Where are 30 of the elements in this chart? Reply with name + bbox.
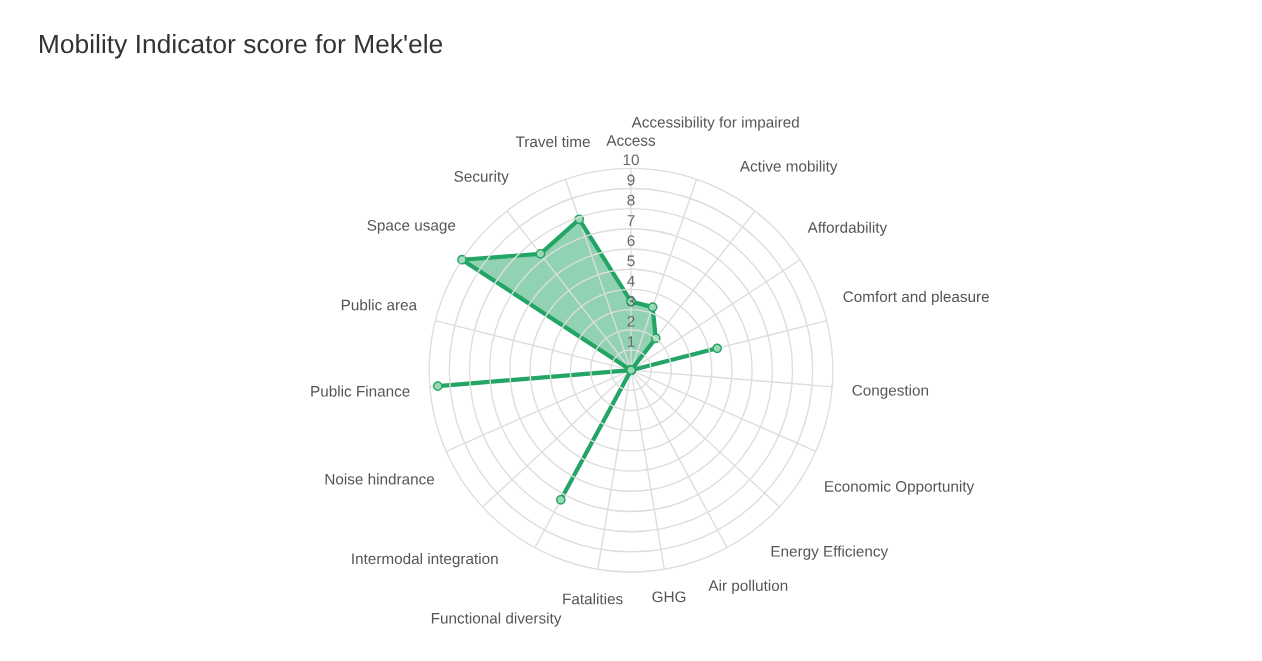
spoke-label: Accessibility for impaired (631, 116, 799, 131)
spoke-label: Active mobility (739, 160, 838, 175)
spoke-label: Noise hindrance (325, 473, 435, 485)
y-tick-label: 2 (627, 315, 635, 327)
spoke-label: Air pollution (708, 579, 788, 595)
spoke-label: Public Finance (311, 385, 410, 397)
spoke-label: Space usage (367, 219, 456, 234)
spoke-label: Travel time (515, 135, 590, 148)
y-tick-label: 5 (627, 255, 635, 267)
y-tick-label: 4 (627, 275, 635, 287)
spoke-label: GHG (652, 591, 686, 603)
spoke-label: Affordability (807, 221, 888, 236)
spoke-label: Fatalities (563, 593, 623, 605)
spoke-label: Energy Efficiency (771, 545, 889, 560)
spoke-label: Comfort and pleasure (843, 290, 989, 306)
spoke-label: Intermodal integration (352, 552, 498, 568)
y-tick-label: 8 (627, 194, 635, 206)
y-tick-label: 3 (627, 295, 635, 307)
spoke-label: Congestion (852, 384, 929, 399)
y-tick-label: 6 (627, 235, 635, 246)
spoke-label: Economic Opportunity (825, 480, 975, 495)
spoke-label: Functional diversity (431, 612, 562, 627)
spoke-label: Security (454, 170, 509, 185)
y-tick-label: 9 (627, 174, 635, 186)
y-tick-label: 7 (627, 215, 635, 226)
spoke-label: Access (606, 135, 656, 146)
spoke-label: Public area (341, 299, 418, 311)
y-tick-label: 1 (627, 336, 635, 347)
y-tick-label: 10 (623, 154, 639, 166)
chart-title: Mobility Indicator score for Mek'ele (40, 33, 443, 59)
